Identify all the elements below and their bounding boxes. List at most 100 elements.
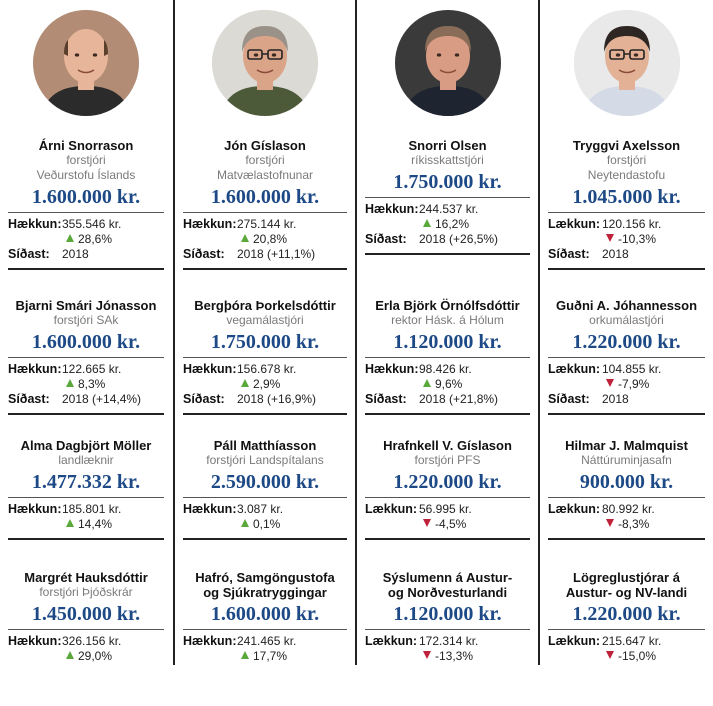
monthly-salary: 1.120.000 kr. — [393, 331, 502, 353]
last-label: Síðast: — [8, 247, 50, 261]
monthly-salary: 1.220.000 kr. — [572, 331, 681, 353]
last-label: Síðast: — [365, 232, 407, 246]
person-card: Hafró, Samgöngustofa og Sjúkratryggingar 1… — [175, 560, 355, 706]
column-divider — [355, 0, 357, 665]
change-amount: 156.678 kr. — [237, 362, 297, 376]
person-title: forstjóri Landspítalans — [206, 453, 324, 467]
person-title: Náttúruminjasafn — [581, 453, 672, 467]
person-title: Veðurstofu Íslands — [36, 168, 136, 182]
last-label: Síðast: — [183, 392, 225, 406]
change-percent: 20,8% — [241, 232, 287, 247]
change-percent: 28,6% — [66, 232, 112, 247]
monthly-salary: 2.590.000 kr. — [210, 471, 320, 493]
change-percent-value: -4,5% — [435, 517, 467, 531]
change-amount: 3.087 kr. — [237, 502, 284, 516]
change-label: Hækkun: — [183, 217, 237, 231]
change-amount: 98.426 kr. — [419, 362, 472, 376]
divider — [183, 212, 347, 213]
change-percent-value: -10,3% — [618, 232, 657, 246]
monthly-salary: 1.750.000 kr. — [393, 171, 502, 193]
change-percent-value: -15,0% — [618, 649, 657, 663]
person-name: og Norðvesturlandi — [387, 585, 508, 600]
person-card: Hilmar J. Malmquist Náttúruminjasafn 900.0… — [540, 428, 713, 574]
divider — [548, 629, 705, 630]
change-percent: -15,0% — [606, 649, 656, 664]
person-name: Jón Gíslason — [224, 138, 306, 153]
change-percent: -7,9% — [606, 377, 649, 392]
change-label: Lækkun: — [548, 217, 601, 231]
triangle-up-icon — [241, 234, 249, 242]
portrait-photo — [394, 10, 501, 116]
change-percent: 8,3% — [66, 377, 105, 392]
portrait-mouth — [77, 69, 95, 74]
portrait-shoulders — [581, 86, 672, 116]
column: Snorri Olsen ríkisskattstjóri 1.750.000 kr… — [357, 0, 538, 665]
change-percent-value: 20,8% — [253, 232, 288, 246]
person-card: Sýslumenn á Austur-og Norðvesturlandi 1.1… — [357, 560, 538, 706]
change-label: Lækkun: — [548, 502, 601, 516]
portrait-eye — [436, 53, 441, 57]
change-percent-value: 14,4% — [78, 517, 113, 531]
portrait-image — [573, 10, 680, 116]
person-title: landlæknir — [58, 453, 114, 467]
person-title: vegamálastjóri — [226, 313, 304, 327]
portrait-eye — [633, 53, 638, 57]
person-name: Hafró, Samgöngustofa — [195, 570, 335, 585]
change-amount: 120.156 kr. — [602, 217, 662, 231]
person-name: Alma Dagbjört Möller — [20, 438, 152, 453]
divider — [548, 357, 705, 358]
monthly-salary: 1.600.000 kr. — [210, 603, 320, 625]
triangle-down-icon — [606, 234, 614, 242]
change-label: Lækkun: — [365, 634, 418, 648]
change-amount: 185.801 kr. — [62, 502, 122, 516]
person-card: Bergþóra Þorkelsdóttir vegamálastjóri 1.75… — [175, 288, 355, 434]
column: Tryggvi Axelsson forstjóri Neytendastofu 1.… — [540, 0, 713, 665]
person-card: Margrét Hauksdóttir forstjóri Þjóðskrár 1.… — [0, 560, 172, 706]
monthly-salary: 1.120.000 kr. — [393, 603, 502, 625]
portrait-shoulders — [41, 86, 131, 116]
portrait-shoulders — [402, 86, 493, 116]
change-percent: -10,3% — [606, 232, 656, 247]
triangle-up-icon — [241, 379, 249, 387]
change-percent: -4,5% — [423, 517, 466, 532]
person-title: forstjóri — [606, 153, 647, 167]
divider — [548, 212, 705, 213]
section-divider — [8, 268, 164, 270]
person-card: Erla Björk Örnólfsdóttir rektor Hásk. á H… — [357, 288, 538, 434]
section-divider — [365, 253, 530, 255]
last-change-value: 2018 — [602, 247, 629, 261]
portrait-mouth — [439, 69, 456, 74]
change-amount: 241.465 kr. — [237, 634, 297, 648]
change-label: Hækkun: — [183, 634, 237, 648]
portrait-shoulders — [220, 86, 310, 116]
person-card: Jón Gíslason forstjóri Matvælastofnunar 1.6… — [175, 128, 355, 274]
person-name: Bergþóra Þorkelsdóttir — [194, 298, 336, 313]
salary-grid: Árni Snorrason forstjóri Veðurstofu Ísland… — [8, 0, 713, 665]
person-name: Hilmar J. Malmquist — [565, 438, 688, 453]
change-label: Hækkun: — [8, 217, 62, 231]
person-title: Neytendastofu — [587, 168, 666, 182]
monthly-salary: 1.600.000 kr. — [31, 331, 141, 353]
person-title: ríkisskattstjóri — [411, 153, 484, 167]
change-percent: -8,3% — [606, 517, 649, 532]
section-divider — [183, 413, 347, 415]
person-title: forstjóri — [66, 153, 106, 167]
portrait-eye — [92, 53, 98, 57]
divider — [183, 497, 347, 498]
person-name: Tryggvi Axelsson — [572, 138, 681, 153]
portrait-photo — [33, 10, 139, 116]
portrait-eye — [253, 53, 259, 57]
person-card: Lögreglustjórar á Austur- og NV-landi 1.22… — [540, 560, 713, 706]
change-label: Hækkun: — [8, 634, 62, 648]
monthly-salary: 1.450.000 kr. — [31, 603, 141, 625]
person-name: Hrafnkell V. Gíslason — [383, 438, 512, 453]
monthly-salary: 1.477.332 kr. — [31, 471, 141, 493]
triangle-down-icon — [606, 379, 614, 387]
change-percent-value: 0,1% — [253, 517, 281, 531]
last-change-value: 2018 (+26,5%) — [419, 232, 499, 246]
change-percent-value: 28,6% — [78, 232, 113, 246]
person-name: Erla Björk Örnólfsdóttir — [375, 298, 520, 313]
triangle-up-icon — [423, 219, 431, 227]
person-card: Tryggvi Axelsson forstjóri Neytendastofu 1.… — [540, 128, 713, 274]
divider — [8, 357, 164, 358]
